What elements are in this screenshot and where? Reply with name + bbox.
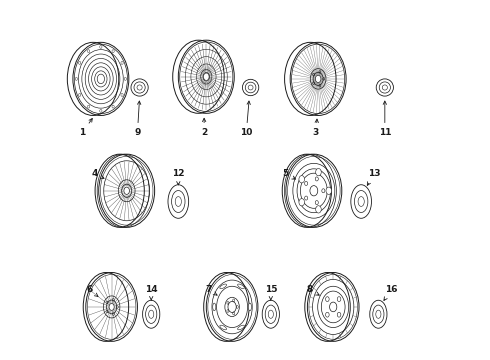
Ellipse shape — [248, 303, 251, 311]
Ellipse shape — [220, 325, 226, 330]
Text: 9: 9 — [134, 101, 141, 137]
Ellipse shape — [213, 303, 216, 311]
Ellipse shape — [238, 284, 245, 289]
Text: 8: 8 — [306, 285, 319, 295]
Ellipse shape — [299, 176, 304, 183]
Text: 15: 15 — [265, 285, 277, 300]
Ellipse shape — [326, 187, 332, 194]
Text: 6: 6 — [86, 285, 98, 297]
Ellipse shape — [299, 199, 304, 206]
Text: 13: 13 — [368, 169, 380, 185]
Text: 5: 5 — [282, 169, 295, 179]
Text: 7: 7 — [205, 285, 217, 295]
Text: 16: 16 — [384, 285, 397, 300]
Ellipse shape — [316, 206, 321, 213]
Text: 11: 11 — [379, 101, 391, 137]
Text: 1: 1 — [79, 118, 92, 137]
Text: 3: 3 — [313, 119, 319, 137]
Ellipse shape — [220, 284, 226, 289]
Text: 2: 2 — [201, 118, 207, 137]
Text: 12: 12 — [172, 169, 185, 185]
Text: 14: 14 — [145, 285, 157, 300]
Text: 10: 10 — [240, 101, 252, 137]
Ellipse shape — [316, 168, 321, 176]
Text: 4: 4 — [91, 169, 104, 178]
Ellipse shape — [238, 325, 245, 330]
